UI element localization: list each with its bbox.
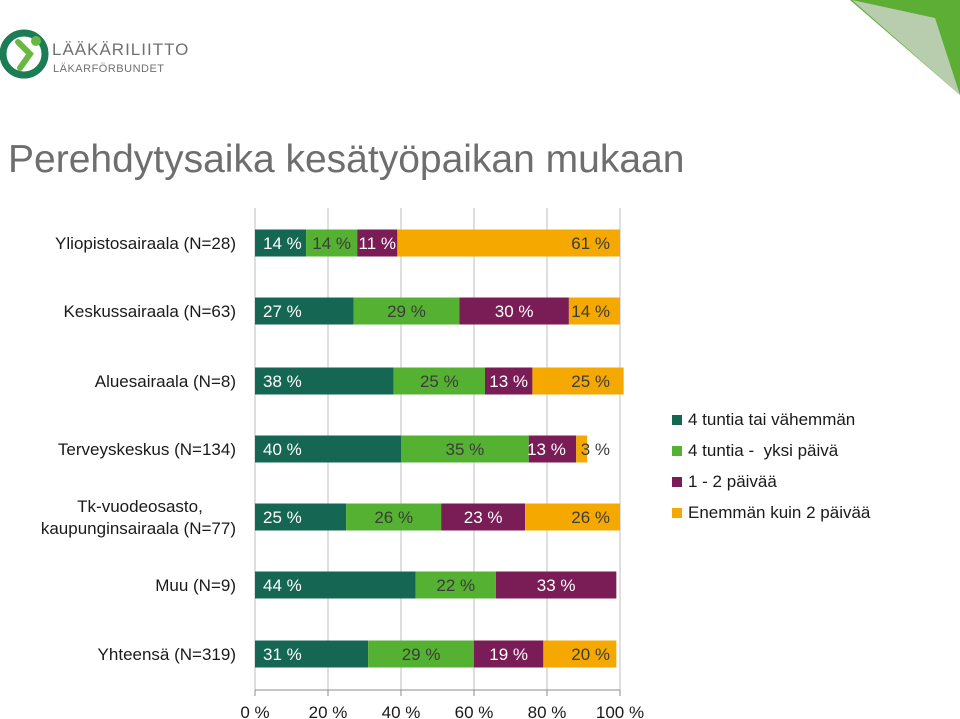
bar-segment: [255, 503, 347, 531]
category-label: Keskussairaala (N=63): [64, 302, 236, 321]
x-tick-label: 20 %: [309, 703, 348, 719]
data-label: 26 %: [374, 508, 413, 527]
category-label: Yliopistosairaala (N=28): [55, 234, 236, 253]
bar-segment: [528, 435, 577, 463]
data-label: 13 %: [527, 440, 566, 459]
legend-label-4: Enemmän kuin 2 päivää: [688, 502, 871, 522]
data-label: 14 %: [263, 234, 302, 253]
bar-segment: [368, 640, 474, 668]
bar-segment: [357, 229, 398, 257]
bar-segment: [255, 229, 307, 257]
data-label: 25 %: [420, 372, 459, 391]
legend-item-4: Enemmän kuin 2 päivää: [672, 497, 870, 528]
logo-text: LÄÄKÄRILIITTO: [52, 40, 190, 59]
category-label: Terveyskeskus (N=134): [58, 440, 236, 459]
bar-segment: [441, 503, 526, 531]
legend-item-1: 4 tuntia tai vähemmän: [672, 404, 870, 435]
legend-swatch-3: [672, 476, 682, 487]
legend: 4 tuntia tai vähemmän 4 tuntia - yksi pä…: [672, 404, 870, 528]
data-label: 35 %: [446, 440, 485, 459]
x-tick-label: 60 %: [455, 703, 494, 719]
bar-segment: [353, 297, 460, 325]
bar-segment: [415, 571, 496, 599]
bar-segment: [255, 571, 416, 599]
data-label: 33 %: [537, 576, 576, 595]
data-label: 61 %: [571, 234, 610, 253]
bar-segment: [255, 435, 401, 463]
bar-segment: [495, 571, 617, 599]
bar-segment: [255, 367, 394, 395]
bar-segment: [525, 503, 620, 531]
legend-item-2: 4 tuntia - yksi päivä: [672, 435, 870, 466]
data-label: 40 %: [263, 440, 302, 459]
data-label: 11 %: [359, 234, 397, 253]
data-label: 29 %: [387, 302, 426, 321]
category-label: Muu (N=9): [155, 576, 236, 595]
legend-swatch-2: [672, 445, 682, 456]
data-label: 27 %: [263, 302, 302, 321]
data-label: 30 %: [495, 302, 534, 321]
category-label: Aluesairaala (N=8): [95, 372, 236, 391]
bar-segment: [393, 367, 485, 395]
bar-segment: [255, 297, 354, 325]
data-label: 38 %: [263, 372, 302, 391]
logo-icon: [0, 29, 49, 79]
data-label: 14 %: [312, 234, 351, 253]
bar-segment: [474, 640, 544, 668]
bar-segment: [306, 229, 358, 257]
data-label: 19 %: [489, 645, 528, 664]
bar-segment: [568, 297, 620, 325]
data-label: 25 %: [571, 372, 610, 391]
x-tick-label: 80 %: [528, 703, 567, 719]
bar-segment: [346, 503, 442, 531]
bar-segment: [543, 640, 617, 668]
category-label: Yhteensä (N=319): [98, 645, 236, 664]
bar-segment: [576, 435, 588, 463]
legend-swatch-1: [672, 414, 682, 425]
x-tick-label: 0 %: [240, 703, 269, 719]
data-label: 31 %: [263, 645, 302, 664]
x-tick-label: 100 %: [596, 703, 644, 719]
category-label: Tk-vuodeosasto, kaupunginsairaala (N=77): [41, 497, 236, 538]
page-title: Perehdytysaika kesätyöpaikan mukaan: [8, 138, 685, 181]
data-label: 20 %: [571, 645, 610, 664]
data-label: 44 %: [263, 576, 302, 595]
bar-segment: [459, 297, 569, 325]
legend-label-2: 4 tuntia - yksi päivä: [688, 440, 839, 460]
bar-segment: [532, 367, 624, 395]
bar-segment: [484, 367, 533, 395]
legend-item-3: 1 - 2 päivää: [672, 466, 870, 497]
data-label: 3 %: [581, 440, 610, 459]
bar-segment: [397, 229, 620, 257]
data-label: 14 %: [571, 302, 610, 321]
data-label: 22 %: [436, 576, 475, 595]
legend-label-3: 1 - 2 päivää: [688, 471, 777, 491]
data-label: 26 %: [571, 508, 610, 527]
data-label: 23 %: [464, 508, 503, 527]
data-label: 13 %: [489, 372, 528, 391]
corner-decoration: [850, 0, 960, 95]
x-tick-label: 40 %: [382, 703, 421, 719]
logo-subtext: LÄKARFÖRBUNDET: [53, 63, 165, 75]
bar-segment: [401, 435, 529, 463]
data-label: 25 %: [263, 508, 302, 527]
data-label: 29 %: [402, 645, 441, 664]
bar-segment: [255, 640, 369, 668]
legend-swatch-4: [672, 507, 682, 518]
legend-label-1: 4 tuntia tai vähemmän: [688, 409, 856, 429]
